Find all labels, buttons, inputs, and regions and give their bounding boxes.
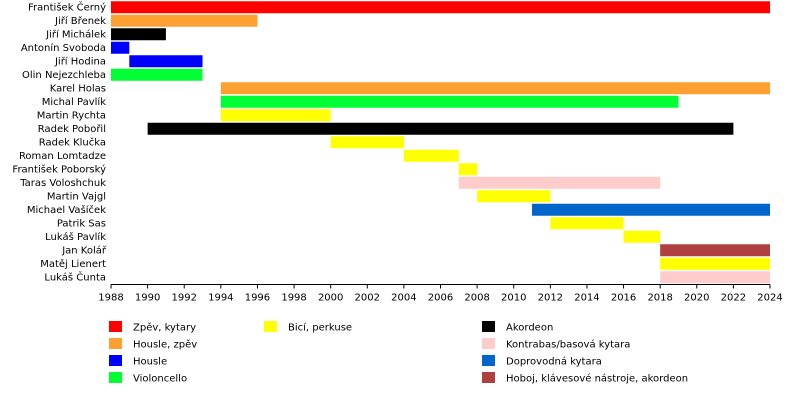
- legend-swatch: [482, 355, 495, 366]
- legend-swatch: [109, 338, 122, 349]
- legend-label: Akordeon: [506, 323, 553, 334]
- x-tick-label: 2016: [611, 293, 636, 304]
- member-label: František Poborský: [12, 163, 106, 175]
- member-bar: [330, 136, 404, 149]
- legend-label: Zpěv, kytary: [133, 322, 196, 334]
- member-bar: [660, 257, 770, 270]
- member-bar: [532, 203, 770, 216]
- member-label: Karel Holas: [50, 83, 106, 94]
- member-bar: [458, 163, 478, 176]
- legend-label: Kontrabas/basová kytara: [506, 339, 630, 351]
- member-label: Lukáš Pavlík: [45, 231, 106, 243]
- x-tick-label: 2010: [501, 293, 526, 304]
- member-label: Taras Voloshchuk: [19, 178, 106, 189]
- member-bar: [111, 14, 258, 27]
- legend-label: Housle: [133, 357, 167, 368]
- x-tick-label: 2006: [428, 293, 453, 304]
- legend-swatch: [109, 321, 122, 332]
- x-tick-label: 2014: [574, 293, 599, 304]
- x-tick-label: 2020: [684, 293, 709, 304]
- member-bar: [220, 109, 331, 122]
- member-bar: [550, 217, 624, 230]
- member-label: Radek Klučka: [39, 136, 106, 148]
- member-bar: [147, 122, 734, 135]
- x-tick-label: 2008: [464, 293, 489, 304]
- x-tick-label: 2004: [391, 293, 416, 304]
- x-tick-label: 2012: [538, 293, 563, 304]
- member-bar: [477, 190, 551, 203]
- member-bar: [111, 28, 166, 41]
- member-bar: [220, 82, 771, 95]
- member-bar: [403, 149, 459, 162]
- member-label: Michael Vašíček: [27, 204, 106, 216]
- bars-layer: [111, 1, 771, 284]
- legend-swatch: [482, 372, 495, 383]
- x-tick-label: 1994: [208, 293, 233, 304]
- member-label: Martin Vajgl: [47, 191, 106, 202]
- x-tick-label: 1996: [245, 293, 270, 304]
- legend-swatch: [109, 372, 122, 383]
- legend-swatch: [264, 321, 277, 332]
- member-label: Roman Lomtadze: [19, 151, 106, 162]
- member-bar: [660, 271, 770, 284]
- x-tick-label: 1992: [171, 293, 196, 304]
- legend: Zpěv, kytary Housle, zpěv Housle Violoncell…: [109, 321, 688, 385]
- member-label: Radek Pobořil: [38, 123, 106, 135]
- member-label: Matěj Lienert: [40, 258, 106, 270]
- member-label: Patrik Sas: [57, 218, 106, 229]
- member-bar: [111, 41, 130, 54]
- x-tick-label: 1998: [281, 293, 306, 304]
- member-bar: [458, 176, 661, 189]
- member-label: František Černý: [28, 0, 106, 13]
- legend-swatch: [482, 321, 495, 332]
- x-tick-label: 1988: [98, 293, 123, 304]
- legend-label: Doprovodná kytara: [506, 356, 602, 368]
- x-tick-label: 1990: [135, 293, 160, 304]
- member-label: Jiří Michálek: [45, 28, 106, 40]
- legend-label: Violoncello: [133, 374, 187, 385]
- legend-swatch: [109, 355, 122, 366]
- member-label: Michal Pavlík: [42, 96, 107, 108]
- legend-label: Bicí, perkuse: [288, 322, 352, 334]
- x-tick-label: 2024: [757, 293, 782, 304]
- x-tick-label: 2022: [721, 293, 746, 304]
- member-label: Jan Kolář: [61, 244, 107, 256]
- legend-swatch: [482, 338, 495, 349]
- x-axis: 1988 1990 1992 1994 1996 1998 2000 2002 2004 2006…: [98, 284, 783, 304]
- member-label: Lukáš Čunta: [44, 270, 106, 283]
- x-tick-label: 2018: [647, 293, 672, 304]
- member-label: Olin Nejezchleba: [22, 70, 106, 81]
- legend-label: Housle, zpěv: [133, 339, 197, 351]
- member-bar: [129, 55, 203, 68]
- x-tick-label: 2000: [318, 293, 343, 304]
- member-label: Martin Rychta: [37, 110, 106, 121]
- member-bar: [220, 95, 679, 108]
- legend-label: Hoboj, klávesové nástroje, akordeon: [506, 373, 688, 385]
- member-bar: [623, 230, 661, 243]
- member-label: Jiří Hodina: [54, 55, 106, 67]
- member-label: Jiří Břenek: [54, 15, 106, 27]
- member-bar: [111, 68, 203, 81]
- member-bar: [111, 1, 770, 14]
- member-bar: [660, 244, 770, 257]
- member-label: Antonín Svoboda: [21, 42, 106, 54]
- x-tick-label: 2002: [355, 293, 380, 304]
